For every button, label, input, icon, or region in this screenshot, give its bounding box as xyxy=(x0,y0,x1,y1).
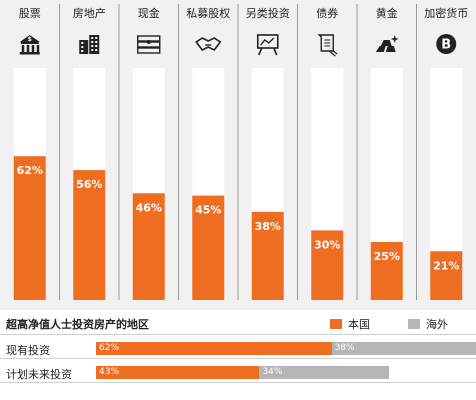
row-bar-track: 43% 34% xyxy=(96,366,476,379)
bar-value-label: 38% xyxy=(255,220,281,233)
row-planned-investment: 计划未来投资 43% 34% xyxy=(6,360,476,388)
domestic-segment: 43% xyxy=(96,366,260,379)
divider xyxy=(0,358,476,359)
category-label: 黄金 xyxy=(376,6,398,20)
buildings-icon xyxy=(79,35,100,54)
bar xyxy=(132,193,165,300)
cash-stack-icon xyxy=(137,35,161,54)
legend-overseas: 海外 xyxy=(408,316,448,332)
row-label: 计划未来投资 xyxy=(6,368,72,381)
overseas-value: 38% xyxy=(334,343,355,353)
bar xyxy=(311,230,344,300)
row-label: 现有投资 xyxy=(6,344,50,357)
category-label: 现金 xyxy=(138,6,160,20)
bar xyxy=(430,251,463,300)
svg-text:$: $ xyxy=(28,36,32,43)
handshake-icon xyxy=(195,37,222,52)
bitcoin-icon: B xyxy=(436,34,457,54)
easel-chart-icon xyxy=(256,34,279,56)
scroll-icon xyxy=(317,34,338,57)
legend-label-overseas: 海外 xyxy=(426,318,448,331)
bar-value-label: 21% xyxy=(433,259,459,272)
property-region-panel: 超高净值人士投资房产的地区 本国 海外 现有投资 62% 38% 计划未来投资 … xyxy=(0,310,476,400)
overseas-value: 34% xyxy=(262,367,283,377)
legend-label-domestic: 本国 xyxy=(348,318,370,331)
category-label: 加密货币 xyxy=(424,6,468,20)
bar-value-label: 46% xyxy=(136,201,162,214)
bar-value-label: 30% xyxy=(314,238,340,251)
bar-value-label: 62% xyxy=(17,164,43,177)
category-label: 另类投资 xyxy=(246,6,290,20)
divider xyxy=(0,382,476,383)
bar xyxy=(13,156,46,300)
bar-value-label: 25% xyxy=(374,250,400,263)
row-bar-track: 62% 38% xyxy=(96,342,476,355)
category-label: 房地产 xyxy=(73,6,106,20)
overseas-segment: 38% xyxy=(331,342,476,355)
bank-dollar-icon: $ xyxy=(19,35,40,55)
bar xyxy=(370,242,403,300)
legend-swatch-overseas xyxy=(408,319,420,329)
category-label: 私募股权 xyxy=(186,7,230,20)
gold-bars-icon xyxy=(375,35,399,52)
legend-domestic: 本国 xyxy=(330,316,370,332)
investment-bar-chart: 股票 房地产 现金 私募股权 另类投资 债券 黄金 加密货币 $ B 62% 56% 46% 45% 3… xyxy=(0,0,476,310)
divider xyxy=(0,334,476,335)
domestic-value: 43% xyxy=(99,367,120,377)
bar xyxy=(251,211,284,300)
panel-title: 超高净值人士投资房产的地区 xyxy=(6,318,149,331)
bar-value-label: 45% xyxy=(195,204,221,217)
legend-swatch-domestic xyxy=(330,319,342,329)
category-label: 债券 xyxy=(316,6,338,20)
row-current-investment: 现有投资 62% 38% xyxy=(6,336,476,364)
domestic-segment: 62% xyxy=(96,342,332,355)
bar-value-label: 56% xyxy=(76,178,102,191)
domestic-value: 62% xyxy=(99,343,120,353)
bar xyxy=(73,170,106,300)
svg-text:B: B xyxy=(441,38,451,53)
bar xyxy=(192,195,225,300)
category-label: 股票 xyxy=(19,7,41,20)
overseas-segment: 34% xyxy=(259,366,389,379)
